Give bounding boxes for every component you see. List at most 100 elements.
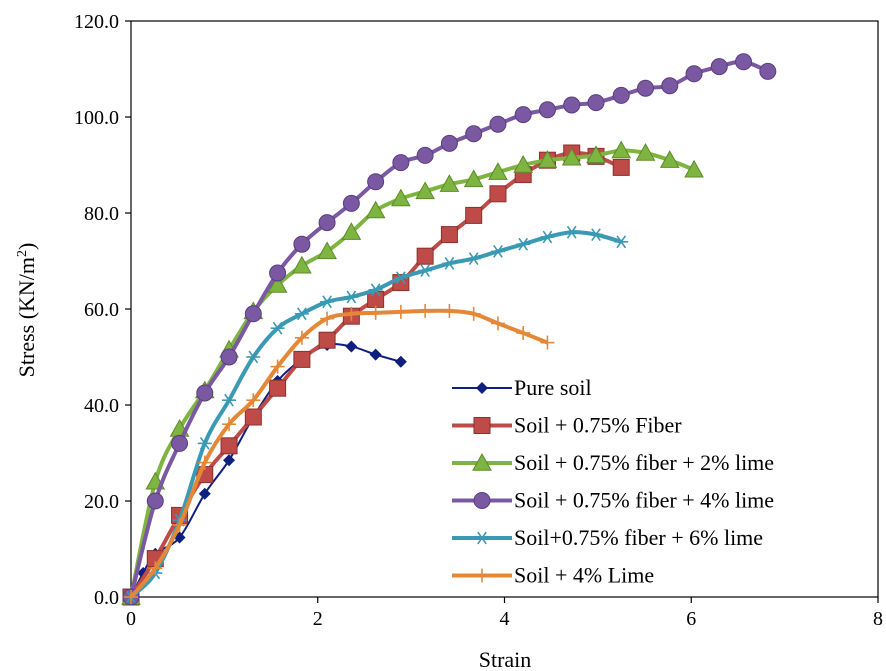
data-point xyxy=(561,147,582,166)
series-layer xyxy=(121,53,777,606)
data-point xyxy=(415,181,435,200)
y-axis-title: Stress (KN/m2) xyxy=(14,243,39,378)
data-point xyxy=(394,355,407,368)
data-point xyxy=(391,188,411,207)
legend-marker xyxy=(475,568,489,583)
y-tick-label: 120.0 xyxy=(74,11,119,33)
data-point xyxy=(270,321,285,335)
data-point xyxy=(759,62,777,80)
series-line xyxy=(129,308,549,599)
data-point xyxy=(612,158,630,176)
data-point xyxy=(318,331,336,349)
legend-label: Soil + 0.75% fiber + 4% lime xyxy=(514,488,774,513)
legend-item: Soil + 0.75% fiber + 2% lime xyxy=(452,450,774,475)
data-point xyxy=(466,252,481,266)
data-point xyxy=(244,408,262,426)
legend-item: Pure soil xyxy=(452,375,592,400)
data-point xyxy=(222,393,237,407)
data-point xyxy=(685,65,703,83)
data-point xyxy=(393,304,408,319)
legend-marker xyxy=(473,492,491,509)
data-point xyxy=(418,264,433,278)
data-point xyxy=(244,305,262,323)
data-point xyxy=(564,225,579,239)
x-tick-label: 8 xyxy=(873,608,883,630)
data-point xyxy=(223,454,236,467)
data-point xyxy=(488,162,508,180)
data-point xyxy=(537,150,558,168)
data-point xyxy=(345,340,358,353)
data-point xyxy=(342,194,360,212)
legend-marker xyxy=(472,452,492,471)
legend-item: Soil + 4% Lime xyxy=(452,563,654,588)
data-point xyxy=(124,590,138,604)
data-point xyxy=(269,264,287,282)
data-point xyxy=(197,436,212,450)
data-point xyxy=(538,101,556,119)
data-point xyxy=(589,228,604,242)
data-point xyxy=(269,379,287,397)
data-point xyxy=(392,154,410,172)
data-point xyxy=(710,58,728,76)
data-point xyxy=(466,306,481,321)
data-point xyxy=(369,348,382,361)
series-4 xyxy=(122,53,777,606)
data-point xyxy=(684,159,704,178)
legend-item: Soil+0.75% fiber + 6% lime xyxy=(452,525,763,550)
data-point xyxy=(416,146,434,164)
data-point xyxy=(341,222,362,240)
data-point xyxy=(267,274,288,293)
y-tick-label: 20.0 xyxy=(84,491,119,513)
data-point xyxy=(270,359,285,374)
legend-label: Soil + 0.75% Fiber xyxy=(514,413,682,438)
data-point xyxy=(416,247,434,265)
data-point xyxy=(220,437,238,455)
legend-label: Soil + 0.75% fiber + 2% lime xyxy=(514,450,774,475)
data-point xyxy=(586,145,606,164)
data-point xyxy=(293,235,311,253)
legend-label: Pure soil xyxy=(514,375,592,400)
data-point xyxy=(440,134,458,152)
y-tick-label: 100.0 xyxy=(74,107,119,129)
data-point xyxy=(246,350,261,364)
legend-marker xyxy=(476,382,488,394)
data-point xyxy=(393,271,408,285)
y-tick-label: 40.0 xyxy=(84,395,119,417)
data-point xyxy=(320,311,335,326)
data-point xyxy=(317,241,337,260)
data-point xyxy=(635,142,656,161)
data-point xyxy=(563,96,581,114)
x-tick-label: 0 xyxy=(126,608,136,630)
x-tick-label: 6 xyxy=(686,608,696,630)
data-point xyxy=(222,417,237,432)
y-tick-label: 0.0 xyxy=(94,587,119,609)
x-axis-title: Strain xyxy=(479,647,532,671)
y-tick-label: 60.0 xyxy=(84,299,119,321)
data-point xyxy=(439,174,460,192)
data-point xyxy=(611,140,632,159)
legend-marker xyxy=(473,417,491,434)
legend-label: Soil+0.75% fiber + 6% lime xyxy=(514,525,763,550)
data-point xyxy=(489,185,507,203)
legend-item: Soil + 0.75% fiber + 4% lime xyxy=(452,488,774,513)
data-point xyxy=(612,86,630,104)
y-tick-label: 80.0 xyxy=(84,203,119,225)
legend-item: Soil + 0.75% Fiber xyxy=(452,413,682,438)
data-point xyxy=(220,348,238,366)
data-point xyxy=(365,200,386,219)
data-point xyxy=(171,434,189,452)
data-point xyxy=(294,307,309,321)
data-point xyxy=(368,305,383,320)
series-6 xyxy=(124,303,555,604)
data-point xyxy=(367,173,385,191)
data-point xyxy=(540,335,555,350)
data-point xyxy=(246,393,261,408)
data-point xyxy=(516,326,531,340)
data-point xyxy=(172,518,187,532)
data-point xyxy=(196,384,214,402)
data-point xyxy=(442,256,457,270)
data-point xyxy=(320,295,335,309)
data-point xyxy=(344,290,359,304)
data-point xyxy=(198,487,211,500)
data-point xyxy=(659,150,680,168)
